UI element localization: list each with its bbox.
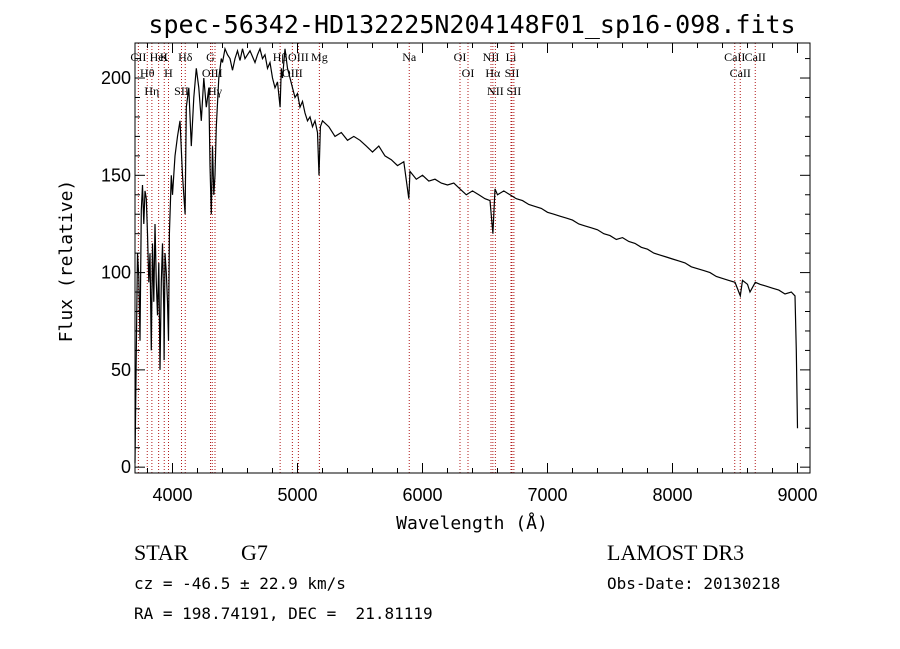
spectral-line-label: Hη (144, 84, 159, 98)
x-tick-label: 5000 (277, 485, 317, 505)
x-axis-label: Wavelength (Å) (396, 512, 548, 534)
spectrum-line (134, 46, 799, 464)
y-axis-label: Flux (relative) (56, 180, 77, 343)
spectral-line-label: Na (402, 50, 417, 64)
y-axis: 0 50 100 150 200 (101, 58, 810, 477)
spectral-line-label: K (160, 50, 169, 64)
spectral-line-label: H (164, 66, 173, 80)
spectral-line-label: CaII (730, 66, 751, 80)
spectral-line-label: Hγ (208, 84, 223, 98)
spectral-line-label: OI (462, 66, 475, 80)
spectral-line-label: OI (454, 50, 467, 64)
y-tick-label: 200 (101, 68, 131, 88)
plot-frame (134, 42, 811, 474)
spectral-line-label: HeI (150, 50, 168, 64)
spectral-line-label: NII (487, 84, 504, 98)
spectral-line-label: OIII (202, 66, 223, 80)
spectral-line-label: G (206, 50, 215, 64)
y-tick-label: 0 (121, 457, 131, 477)
spectral-line-label: SII (505, 66, 520, 80)
object-type: STAR (134, 540, 189, 565)
survey-name: LAMOST DR3 (607, 540, 745, 565)
spectral-line-label: Li (506, 50, 517, 64)
x-tick-label: 7000 (527, 485, 567, 505)
x-tick-label: 8000 (652, 485, 692, 505)
spectral-line-label: OIII (282, 66, 303, 80)
coordinates: RA = 198.74191, DEC = 21.81119 (134, 604, 433, 623)
spectral-line-label: Hθ (140, 66, 155, 80)
chart-title: spec-56342-HD132225N204148F01_sp16-098.f… (148, 10, 795, 39)
y-tick-label: 50 (111, 360, 131, 380)
spectral-line-label: OIII (288, 50, 309, 64)
y-tick-label: 100 (101, 263, 131, 283)
spectral-line-label: CaII (745, 50, 766, 64)
spectral-line-label: Hα (485, 66, 501, 80)
redshift-velocity: cz = -46.5 ± 22.9 km/s (134, 574, 346, 593)
spectral-line-label: SII (174, 84, 189, 98)
spectral-line-label: CII (130, 50, 146, 64)
y-tick-label: 150 (101, 165, 131, 185)
observation-date: Obs-Date: 20130218 (607, 574, 781, 593)
spectral-line-label: CaII (724, 50, 745, 64)
spectral-line-label: NII (483, 50, 500, 64)
spectral-line-label: SII (507, 84, 522, 98)
x-tick-label: 9000 (777, 485, 817, 505)
spectral-line-label: Mg (311, 50, 328, 64)
x-axis: 4000 5000 6000 7000 8000 9000 (147, 43, 818, 505)
x-tick-label: 4000 (152, 485, 192, 505)
x-tick-label: 6000 (402, 485, 442, 505)
spectral-line-label: Hδ (178, 50, 193, 64)
spectral-subclass: G7 (241, 540, 268, 565)
